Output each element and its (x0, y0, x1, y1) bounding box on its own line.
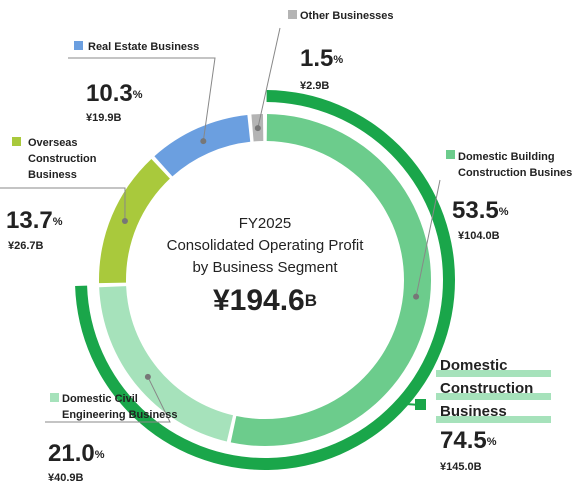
amount-label: ¥104.0B (458, 230, 500, 242)
segment (99, 158, 170, 284)
group-amount: ¥145.0B (440, 461, 482, 473)
amount-label: ¥2.9B (300, 80, 329, 92)
amount-label: ¥19.9B (86, 112, 122, 124)
center-total: ¥194.6B (213, 284, 317, 317)
leader-dot (121, 217, 128, 224)
group-percent: 74.5% (440, 427, 497, 454)
group-name-bar (436, 416, 551, 423)
segment-name: Domestic Civil Engineering Business (62, 393, 178, 421)
percent-label: 13.7% (6, 207, 63, 234)
legend-swatch (12, 137, 21, 146)
legend-swatch (50, 393, 59, 402)
center-title: Consolidated Operating Profit (167, 237, 365, 254)
percent-label: 1.5% (300, 45, 343, 72)
legend-swatch (446, 150, 455, 159)
leader-dot (144, 373, 151, 380)
amount-label: ¥26.7B (8, 240, 44, 252)
leader-line (45, 376, 171, 423)
group-name-bar (436, 370, 551, 377)
center-title: by Business Segment (192, 259, 338, 276)
segment (154, 114, 251, 177)
leader-line (257, 27, 281, 129)
leader-dot (413, 293, 420, 300)
segment-name: Other Businesses (300, 10, 394, 22)
segment (99, 286, 234, 442)
legend-swatch (288, 10, 297, 19)
group-name-bar (436, 393, 551, 400)
leader-dot (200, 138, 207, 145)
leader-line (415, 179, 441, 297)
leader-line (0, 187, 126, 221)
leader-line (68, 57, 216, 142)
segment-name: Overseas Construction Business (28, 137, 100, 181)
amount-label: ¥40.9B (48, 472, 84, 484)
segment (230, 114, 432, 446)
center-title: FY2025 (239, 215, 292, 232)
percent-label: 21.0% (48, 440, 105, 467)
percent-label: 10.3% (86, 80, 143, 107)
leader-dot (254, 125, 261, 132)
legend-swatch (74, 41, 83, 50)
group-name: Domestic Construction Business (440, 357, 538, 420)
segment-name: Real Estate Business (88, 41, 199, 53)
segment-name: Domestic Building Construction Business (458, 151, 572, 179)
group-marker (415, 399, 426, 410)
percent-label: 53.5% (452, 197, 509, 224)
